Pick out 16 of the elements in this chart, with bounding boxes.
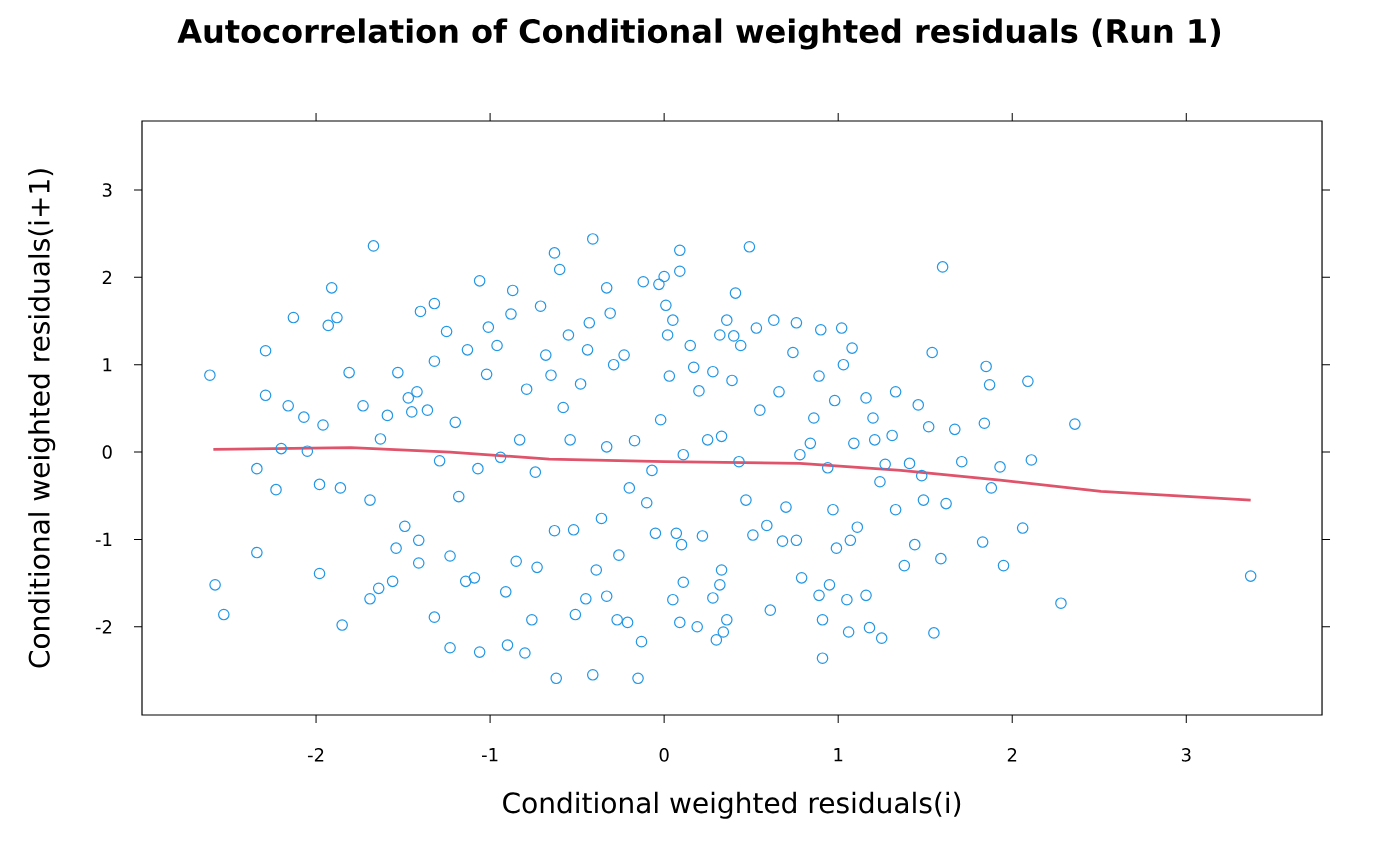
y-tick-label: 3 xyxy=(102,183,112,197)
y-tick-label: 0 xyxy=(102,445,112,459)
x-axis-title: Conditional weighted residuals(i) xyxy=(503,791,961,819)
y-axis-title: Conditional weighted residuals(i+1) xyxy=(28,169,56,668)
y-tick-label: -2 xyxy=(95,620,112,634)
y-tick-label: -1 xyxy=(95,532,112,546)
x-tick-label: 0 xyxy=(659,748,669,762)
chart-title: Autocorrelation of Conditional weighted residuals (Run 1) xyxy=(177,18,1221,50)
x-tick-label: 2 xyxy=(1007,748,1017,762)
x-tick-label: 1 xyxy=(834,748,843,762)
x-tick-label: -1 xyxy=(482,748,498,762)
x-tick-label: 3 xyxy=(1181,748,1191,762)
x-tick-label: -2 xyxy=(307,748,324,762)
line-series xyxy=(211,446,1253,502)
y-tick-label: 2 xyxy=(102,270,112,285)
y-tick-label: 1 xyxy=(103,358,112,372)
